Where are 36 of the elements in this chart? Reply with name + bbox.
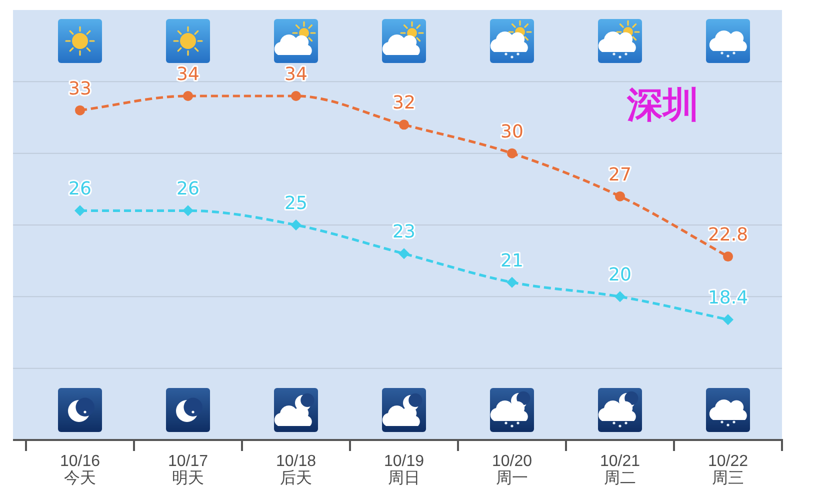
data-label: 18.4 — [708, 288, 748, 309]
data-label: 32 — [392, 92, 416, 114]
data-label: 21 — [500, 250, 524, 272]
x-tick-label: 10/17 明天 — [168, 453, 208, 487]
point — [507, 148, 517, 158]
point — [615, 191, 625, 202]
point — [290, 220, 302, 230]
text: 深圳 — [626, 85, 699, 126]
x-tick-label: 10/21 周二 — [600, 453, 640, 487]
point — [399, 120, 409, 130]
x-tick-label: 10/18 后天 — [276, 453, 316, 487]
data-label: 26 — [68, 178, 92, 200]
data-label: 26 — [176, 178, 200, 200]
point — [722, 314, 734, 326]
point — [182, 205, 194, 216]
data-label: 25 — [284, 193, 308, 214]
point — [183, 91, 193, 101]
x-tick-label: 10/19 周日 — [384, 453, 424, 487]
x-tick-label: 10/22 周三 — [708, 453, 748, 487]
point — [75, 105, 85, 116]
point — [614, 291, 626, 302]
x-tick-label: 10/16 今天 — [60, 453, 100, 487]
data-label: 22.8 — [708, 224, 748, 246]
point — [506, 276, 518, 288]
x-tick-label: 10/20 周一 — [492, 453, 532, 487]
data-label: 27 — [608, 164, 632, 186]
data-label: 23 — [392, 222, 416, 243]
data-label: 20 — [608, 264, 632, 286]
data-label: 30 — [500, 121, 524, 142]
point — [398, 248, 410, 260]
data-label: 33 — [68, 78, 92, 100]
point — [74, 205, 86, 216]
point — [291, 91, 301, 101]
point — [723, 252, 733, 262]
data-label: 34 — [284, 64, 308, 85]
data-label: 34 — [176, 64, 200, 85]
